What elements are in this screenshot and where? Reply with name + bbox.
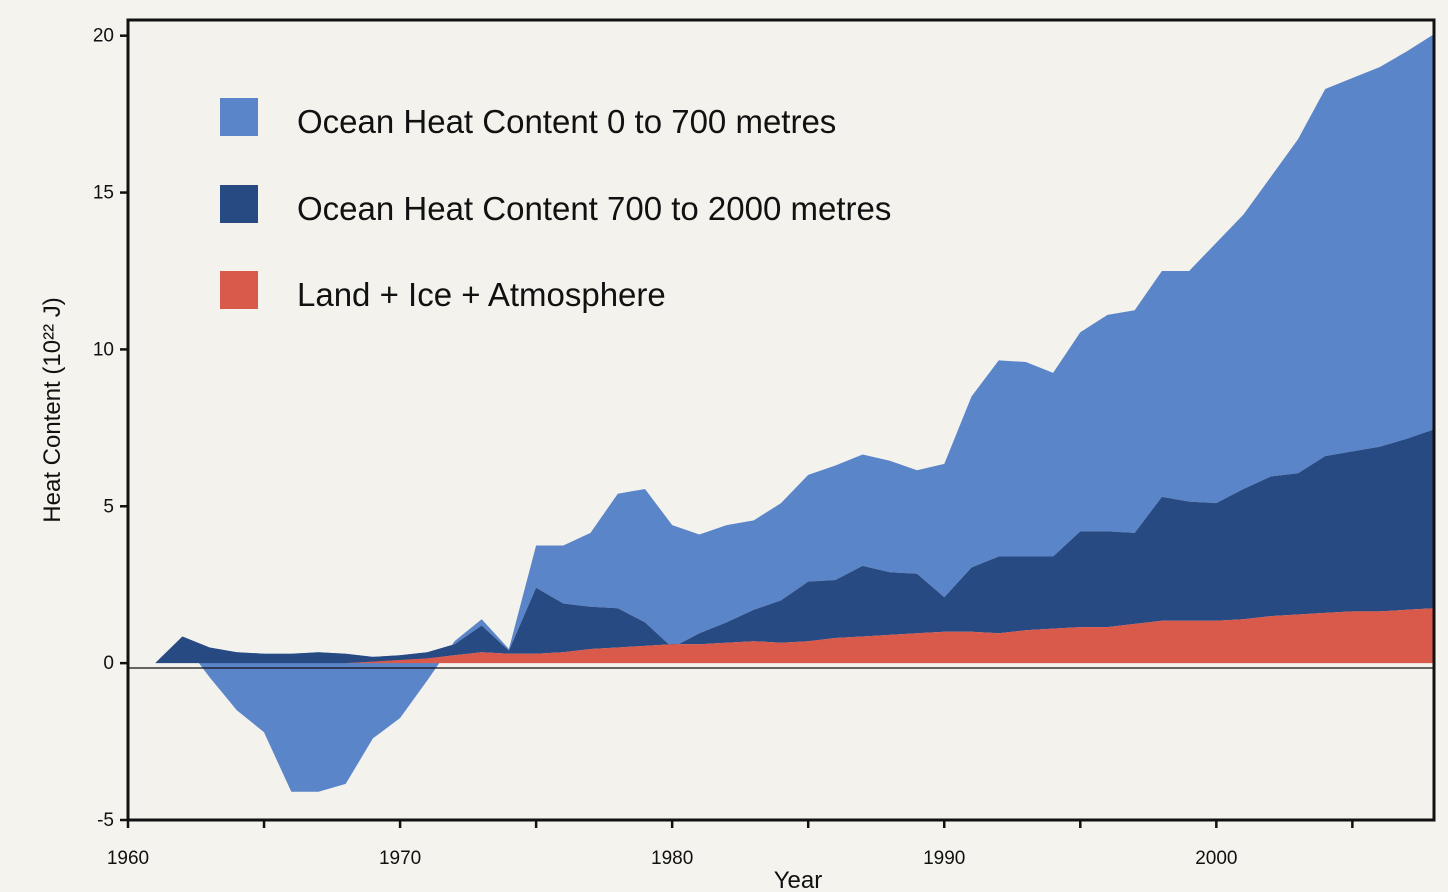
legend-label-land-ice-atmosphere: Land + Ice + Atmosphere	[297, 276, 666, 313]
x-tick-label: 2000	[1195, 848, 1237, 869]
legend-swatch-ocean-700-2000	[220, 185, 258, 223]
y-tick-label: 0	[103, 653, 114, 674]
x-tick-label: 1990	[923, 848, 965, 869]
y-tick-label: -5	[97, 810, 114, 831]
y-tick-label: 20	[93, 26, 114, 47]
x-tick-label: 1980	[651, 848, 693, 869]
y-tick-label: 10	[93, 339, 114, 360]
x-tick-label: 1960	[107, 848, 149, 869]
x-tick-label: 1970	[379, 848, 421, 869]
legend-label-ocean-700-2000: Ocean Heat Content 700 to 2000 metres	[297, 190, 891, 227]
x-axis-ticks: 1960 1970 1980 1990 2000	[107, 820, 1354, 869]
y-axis-ticks: -5 0 5 10 15 20	[93, 26, 128, 831]
y-tick-label: 5	[103, 496, 114, 517]
y-tick-label: 15	[93, 183, 114, 204]
chart-legend: Ocean Heat Content 0 to 700 metres Ocean…	[220, 98, 891, 313]
x-axis-label: Year	[774, 867, 823, 892]
legend-swatch-ocean-0-700	[220, 98, 258, 136]
plot-frame	[126, 18, 1436, 822]
area-land-ice-atmosphere	[128, 608, 1434, 664]
area-ocean-heat-content-700-to-2000-metres	[128, 429, 1434, 664]
y-axis-label: Heat Content (10²² J)	[39, 297, 66, 522]
area-layers	[128, 34, 1434, 792]
area-ocean-heat-content-0-to-700-metres	[128, 34, 1434, 792]
legend-label-ocean-0-700: Ocean Heat Content 0 to 700 metres	[297, 103, 836, 140]
legend-swatch-land-ice-atmosphere	[220, 271, 258, 309]
